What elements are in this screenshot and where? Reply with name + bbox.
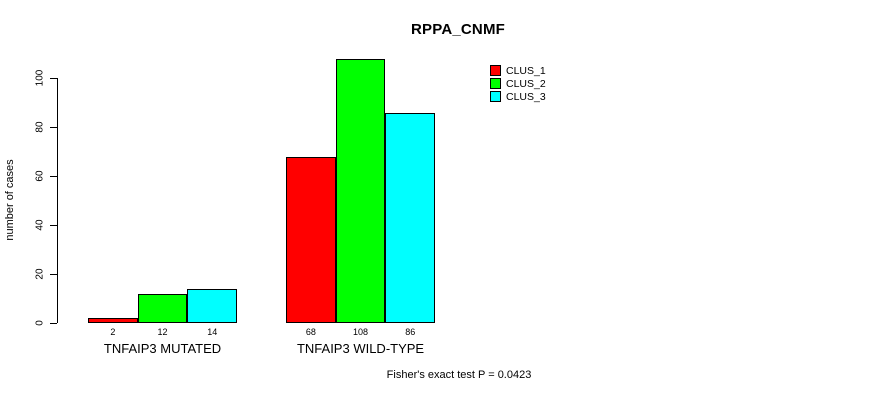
bar-value-label: 12	[157, 327, 168, 337]
legend-item-clus_2: CLUS_2	[490, 77, 546, 90]
bar-clus_1-2	[286, 156, 336, 323]
bar-value-label: 2	[110, 327, 116, 337]
legend-label: CLUS_1	[506, 64, 546, 77]
bar-value-label: 14	[207, 327, 218, 337]
fisher-test-annotation: Fisher's exact test P = 0.0423	[386, 369, 532, 381]
legend-swatch-icon	[490, 65, 501, 76]
bar-value-label: 68	[305, 327, 316, 337]
x-axis-group-label: TNFAIP3 WILD-TYPE	[296, 341, 425, 356]
y-axis-tick-label: 80	[34, 121, 46, 133]
y-axis-tick	[50, 273, 57, 275]
y-axis-title: number of cases	[4, 159, 16, 241]
y-axis-tick-label: 100	[34, 69, 46, 87]
y-axis-tick	[50, 127, 57, 129]
y-axis-tick	[50, 225, 57, 226]
legend: CLUS_1 CLUS_2 CLUS_3	[490, 64, 546, 103]
bar-clus_3-2	[385, 112, 436, 323]
y-axis-tick-label: 0	[34, 320, 46, 326]
y-axis-line	[57, 78, 58, 323]
y-axis-tick-label: 40	[34, 219, 46, 231]
x-axis-group-label: TNFAIP3 MUTATED	[103, 341, 222, 356]
bar-clus_2-2	[335, 58, 386, 323]
legend-swatch-icon	[490, 78, 501, 89]
y-axis-tick	[50, 322, 57, 324]
legend-swatch-icon	[490, 91, 501, 102]
legend-item-clus_1: CLUS_1	[490, 64, 546, 77]
y-axis-tick	[50, 176, 57, 178]
legend-item-clus_3: CLUS_3	[490, 90, 546, 103]
bar-clus_1-1	[88, 318, 138, 323]
y-axis-tick-label: 20	[34, 268, 46, 280]
y-axis-tick	[50, 78, 57, 80]
bar-clus_2-1	[137, 293, 188, 323]
chart-title: RPPA_CNMF	[410, 21, 506, 38]
bar-value-label: 86	[405, 327, 416, 337]
legend-label: CLUS_3	[506, 90, 546, 103]
bar-value-label: 108	[353, 327, 369, 337]
y-axis-tick-label: 60	[34, 170, 46, 182]
legend-label: CLUS_2	[506, 77, 546, 90]
bar-clus_3-1	[187, 288, 238, 323]
